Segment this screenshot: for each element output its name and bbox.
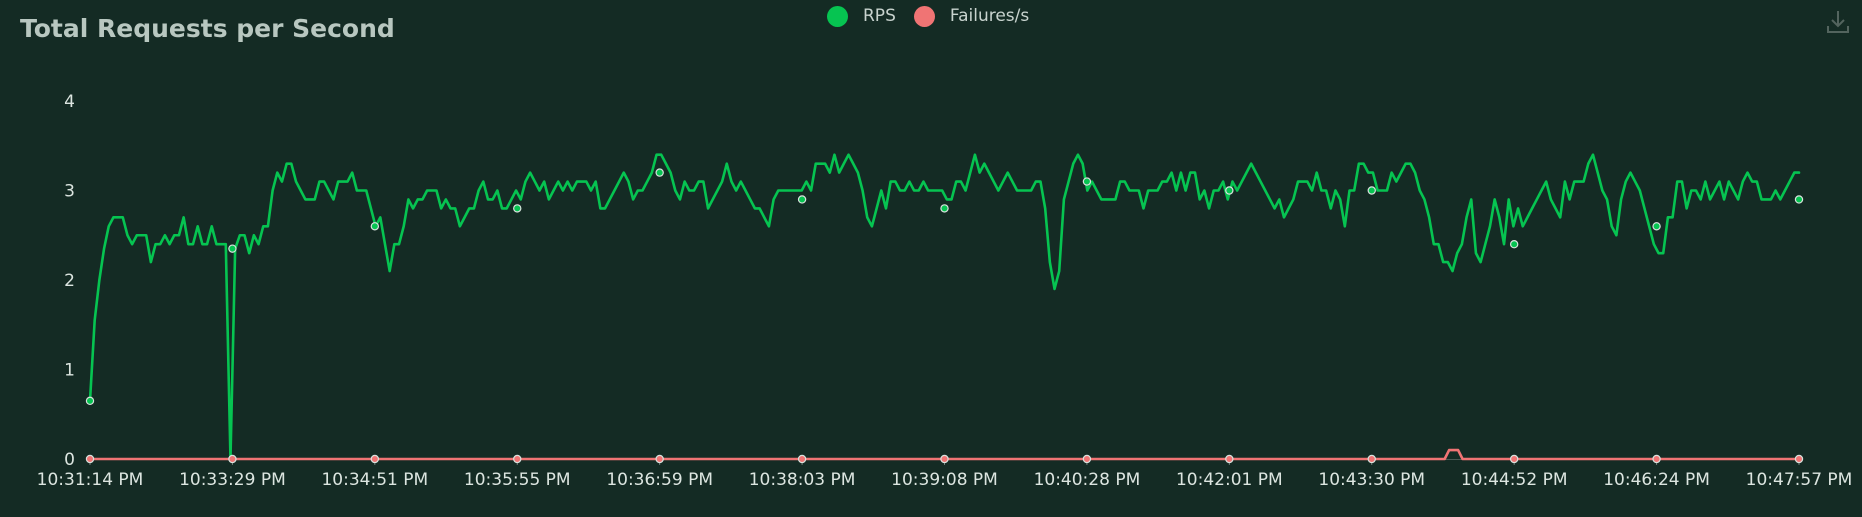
rps-data-point[interactable] bbox=[85, 396, 95, 406]
rps-data-point[interactable] bbox=[370, 222, 380, 231]
x-tick-label: 10:33:29 PM bbox=[179, 470, 286, 490]
x-tick-label: 10:40:28 PM bbox=[1034, 470, 1141, 490]
y-tick-label: 4 bbox=[64, 92, 75, 112]
failures-data-point[interactable] bbox=[1652, 454, 1661, 464]
rps-data-point[interactable] bbox=[513, 204, 522, 213]
rps-data-point[interactable] bbox=[1082, 177, 1092, 186]
rps-data-point[interactable] bbox=[1509, 239, 1519, 249]
legend-label-failures: Failures/s bbox=[949, 6, 1030, 26]
rps-data-point[interactable] bbox=[655, 168, 664, 177]
rps-data-point[interactable] bbox=[940, 204, 949, 213]
y-tick-label: 2 bbox=[64, 271, 75, 291]
y-tick-label: 1 bbox=[64, 361, 75, 381]
failures-data-point[interactable] bbox=[655, 454, 664, 464]
legend-label-rps: RPS bbox=[863, 6, 896, 26]
x-tick-label: 10:31:14 PM bbox=[37, 470, 144, 490]
rps-data-point[interactable] bbox=[1225, 186, 1234, 195]
legend-item-rps[interactable]: RPS bbox=[827, 5, 896, 27]
rps-data-point[interactable] bbox=[1652, 222, 1661, 231]
failures-legend-marker bbox=[913, 5, 935, 27]
rps-data-point[interactable] bbox=[1794, 195, 1804, 204]
failures-data-point[interactable] bbox=[85, 454, 95, 464]
failures-data-point[interactable] bbox=[1082, 454, 1092, 464]
rps-data-point[interactable] bbox=[1367, 186, 1376, 195]
legend-item-failures[interactable]: Failures/s bbox=[913, 5, 1030, 27]
download-icon[interactable] bbox=[1824, 8, 1852, 36]
chart-title: Total Requests per Second bbox=[20, 14, 395, 43]
x-tick-label: 10:39:08 PM bbox=[891, 470, 998, 490]
failures-data-point[interactable] bbox=[1367, 454, 1376, 464]
failures-data-point[interactable] bbox=[797, 454, 807, 464]
x-tick-label: 10:35:55 PM bbox=[464, 470, 571, 490]
failures-data-point[interactable] bbox=[1509, 454, 1519, 464]
x-tick-label: 10:42:01 PM bbox=[1176, 470, 1283, 490]
rps-legend-marker bbox=[827, 5, 848, 27]
x-tick-label: 10:34:51 PM bbox=[321, 470, 428, 490]
failures-data-point[interactable] bbox=[940, 454, 949, 464]
failures-data-point[interactable] bbox=[370, 454, 380, 464]
failures-data-point[interactable] bbox=[228, 454, 237, 464]
y-tick-label: 3 bbox=[64, 182, 75, 202]
y-tick-label: 0 bbox=[64, 450, 75, 470]
failures-data-point[interactable] bbox=[1794, 454, 1804, 464]
x-tick-label: 10:47:57 PM bbox=[1746, 470, 1853, 490]
x-tick-label: 10:36:59 PM bbox=[606, 470, 713, 490]
rps-data-point[interactable] bbox=[228, 244, 237, 253]
x-tick-label: 10:44:52 PM bbox=[1461, 470, 1568, 490]
rps-data-point[interactable] bbox=[797, 195, 807, 204]
failures-data-point[interactable] bbox=[513, 454, 522, 464]
failures-data-point[interactable] bbox=[1225, 454, 1234, 464]
x-tick-label: 10:46:24 PM bbox=[1603, 470, 1710, 490]
rps-series-line bbox=[88, 153, 1801, 461]
chart-legend: RPS Failures/s bbox=[827, 2, 1047, 30]
x-tick-label: 10:38:03 PM bbox=[749, 470, 856, 490]
x-tick-label: 10:43:30 PM bbox=[1318, 470, 1425, 490]
